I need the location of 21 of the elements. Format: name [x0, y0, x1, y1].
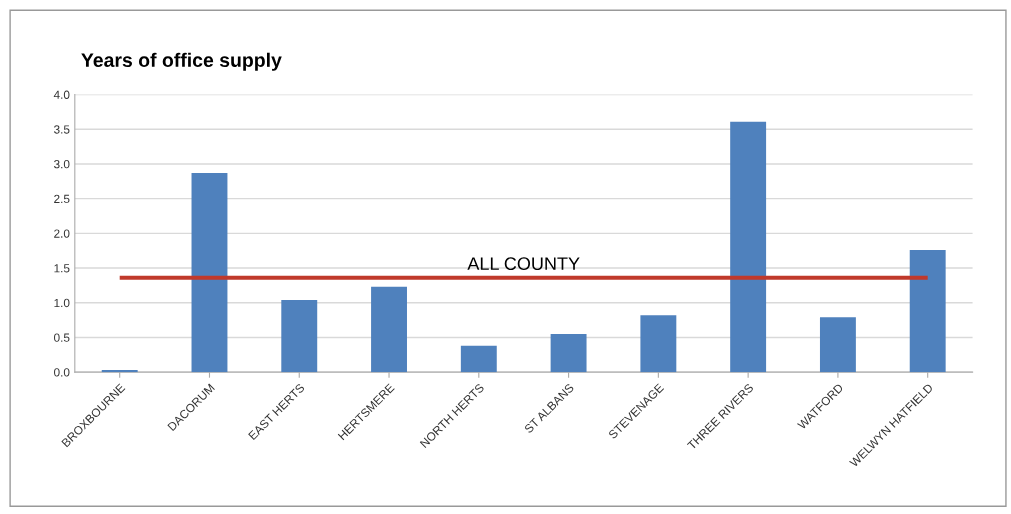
y-tick-label: 3.0 — [53, 160, 70, 169]
bar — [730, 121, 767, 373]
bar — [909, 250, 946, 373]
bar — [550, 333, 587, 373]
y-tick-label: 1.0 — [54, 298, 70, 308]
y-tick-label: 2.5 — [54, 194, 70, 204]
y-tick-label: 4.0 — [53, 90, 70, 99]
bar — [101, 370, 138, 373]
bar — [371, 286, 407, 373]
chart-title: Years of office supply — [81, 52, 282, 71]
ref-line-label: ALL COUNTY — [467, 257, 580, 271]
y-tick-label: 3.5 — [53, 125, 70, 134]
y-tick-label: 1.5 — [54, 264, 70, 273]
bar — [460, 345, 497, 373]
bar — [640, 315, 677, 373]
y-tick-label: 2.0 — [54, 229, 70, 238]
bar — [281, 299, 318, 373]
y-tick-label: 0.5 — [54, 333, 70, 342]
bar — [191, 172, 228, 373]
bar — [819, 317, 856, 373]
y-tick-label: 0.0 — [54, 368, 70, 377]
